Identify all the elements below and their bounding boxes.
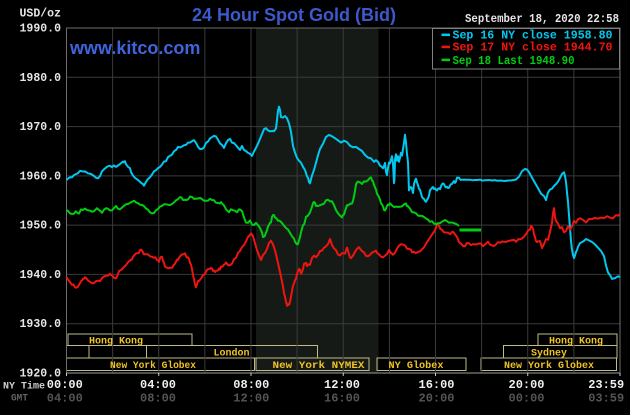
svg-text:Hong Kong: Hong Kong <box>549 335 603 347</box>
svg-text:Sep 17 NY close 1944.70: Sep 17 NY close 1944.70 <box>453 42 613 55</box>
svg-text:20:00: 20:00 <box>419 392 455 406</box>
svg-text:NY Time: NY Time <box>3 381 45 393</box>
svg-text:Sep 16 NY close 1958.80: Sep 16 NY close 1958.80 <box>453 30 613 43</box>
svg-text:New York Globex: New York Globex <box>110 360 197 372</box>
svg-text:1950.0: 1950.0 <box>20 219 62 233</box>
svg-text:London: London <box>214 347 250 359</box>
svg-text:1960.0: 1960.0 <box>20 169 62 183</box>
svg-text:24 Hour Spot Gold (Bid): 24 Hour Spot Gold (Bid) <box>192 5 396 25</box>
svg-text:1980.0: 1980.0 <box>20 71 62 85</box>
svg-text:1930.0: 1930.0 <box>20 317 62 331</box>
svg-text:00:00: 00:00 <box>509 392 545 406</box>
svg-text:www.kitco.com: www.kitco.com <box>69 38 200 58</box>
svg-text:NY Globex: NY Globex <box>389 360 445 372</box>
svg-text:08:00: 08:00 <box>233 378 269 392</box>
svg-text:USD/oz: USD/oz <box>20 7 62 21</box>
svg-text:GMT: GMT <box>11 394 28 405</box>
svg-text:04:00: 04:00 <box>140 378 176 392</box>
svg-text:08:00: 08:00 <box>140 392 176 406</box>
svg-text:16:00: 16:00 <box>419 378 455 392</box>
svg-text:New York Globex: New York Globex <box>504 360 595 372</box>
svg-text:16:00: 16:00 <box>324 392 360 406</box>
svg-text:12:00: 12:00 <box>233 392 269 406</box>
svg-text:Hong Kong: Hong Kong <box>89 335 143 347</box>
svg-text:September 18, 2020 22:58: September 18, 2020 22:58 <box>465 13 619 26</box>
svg-text:1920.0: 1920.0 <box>20 367 62 381</box>
svg-text:23:59: 23:59 <box>588 378 624 392</box>
svg-text:03:59: 03:59 <box>588 392 624 406</box>
svg-text:New York NYMEX: New York NYMEX <box>273 360 366 372</box>
svg-text:00:00: 00:00 <box>47 378 83 392</box>
svg-text:1990.0: 1990.0 <box>20 22 62 36</box>
svg-text:Sydney: Sydney <box>531 347 568 359</box>
svg-text:Sep 18 Last 1948.90: Sep 18 Last 1948.90 <box>453 55 575 68</box>
svg-text:20:00: 20:00 <box>509 378 545 392</box>
svg-text:04:00: 04:00 <box>47 392 83 406</box>
svg-text:1970.0: 1970.0 <box>20 120 62 134</box>
svg-text:12:00: 12:00 <box>324 378 360 392</box>
svg-text:1940.0: 1940.0 <box>20 268 62 282</box>
